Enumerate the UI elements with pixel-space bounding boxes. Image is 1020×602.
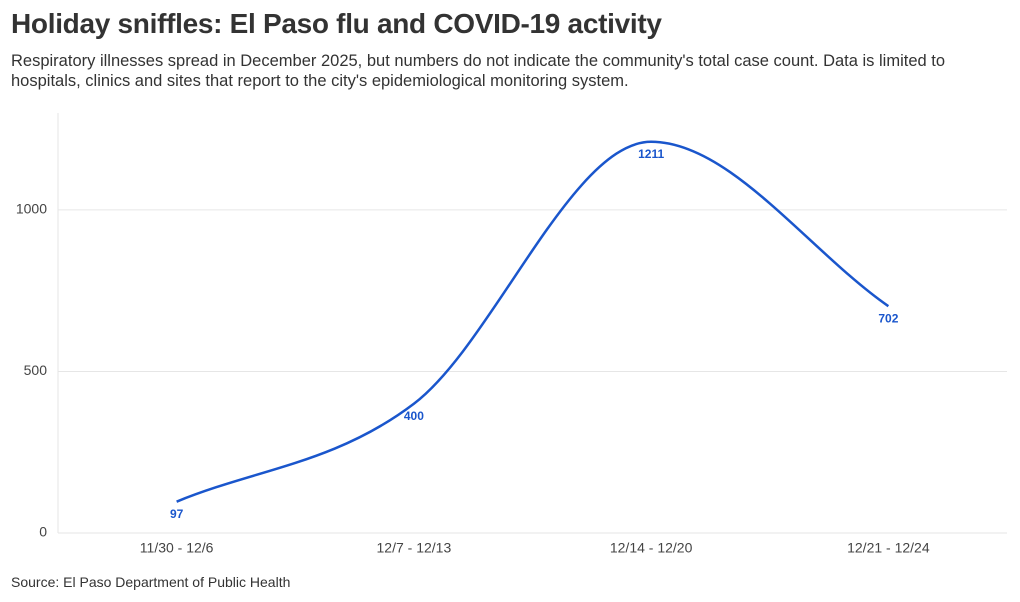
chart-subtitle: Respiratory illnesses spread in December… — [11, 52, 946, 90]
x-tick-label: 12/21 - 12/24 — [847, 540, 930, 556]
value-label: 400 — [404, 409, 424, 423]
chart-title: Holiday sniffles: El Paso flu and COVID-… — [11, 8, 662, 39]
x-tick-label: 11/30 - 12/6 — [140, 540, 214, 556]
source-note: Source: El Paso Department of Public Hea… — [11, 574, 291, 590]
x-tick-label: 12/14 - 12/20 — [610, 540, 693, 556]
value-label: 702 — [878, 311, 898, 325]
value-label: 97 — [170, 507, 184, 521]
y-tick-label: 1000 — [16, 201, 47, 217]
line — [176, 140, 890, 503]
x-tick-label: 12/7 - 12/13 — [377, 540, 452, 556]
y-tick-label: 0 — [39, 524, 47, 540]
value-label: 1211 — [638, 147, 664, 161]
y-tick-label: 500 — [24, 362, 48, 378]
